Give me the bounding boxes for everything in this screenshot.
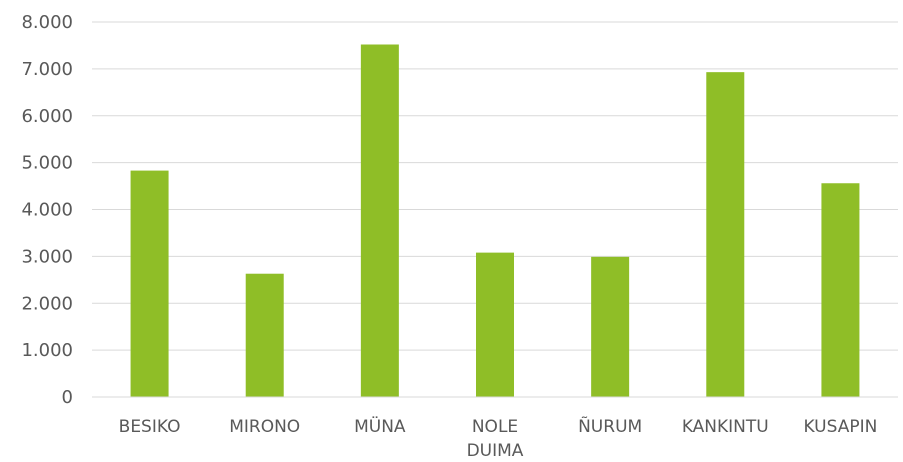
x-axis-labels: BESIKO MIRONO MÜNA NOLE DUIMA ÑURUM KANKINTU KU… <box>119 415 878 461</box>
x-tick-label: ÑURUM <box>578 415 642 437</box>
y-axis-ticks: 0 1.000 2.000 3.000 4.000 5.000 6.000 7.000 8.00… <box>21 12 73 408</box>
bar <box>821 183 860 397</box>
y-tick-label: 5.000 <box>21 153 73 174</box>
x-tick-label: BESIKO <box>119 417 181 437</box>
y-tick-label: 4.000 <box>21 200 73 221</box>
x-tick-label: MÜNA <box>354 415 406 437</box>
y-tick-label: 7.000 <box>21 59 73 80</box>
y-tick-label: 3.000 <box>21 246 73 267</box>
bar <box>591 256 630 397</box>
y-tick-label: 2.000 <box>21 293 73 314</box>
y-tick-label: 6.000 <box>21 106 73 127</box>
x-tick-label: NOLE DUIMA <box>467 417 524 461</box>
y-tick-label: 1.000 <box>21 340 73 361</box>
x-tick-label: KANKINTU <box>682 417 769 437</box>
y-tick-label: 8.000 <box>21 12 73 33</box>
y-tick-label: 0 <box>62 387 73 408</box>
x-tick-label: MIRONO <box>229 417 300 437</box>
bar <box>360 44 399 397</box>
bar <box>245 273 284 397</box>
bars <box>130 44 860 397</box>
bar <box>130 170 169 397</box>
bar <box>476 252 514 397</box>
bar <box>706 72 745 397</box>
x-tick-label: KUSAPIN <box>803 417 877 437</box>
